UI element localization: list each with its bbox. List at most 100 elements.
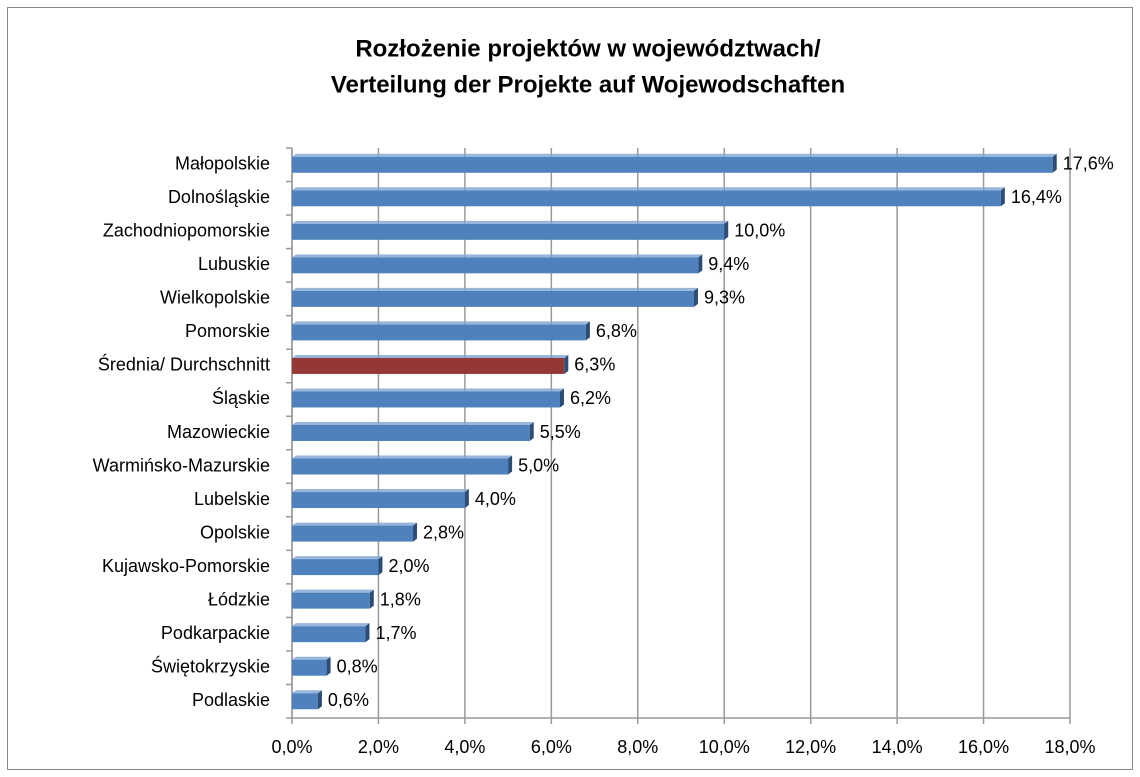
bar-top xyxy=(292,321,590,325)
value-label: 6,3% xyxy=(574,355,615,375)
bar-top xyxy=(292,220,729,224)
y-tick-label: Małopolskie xyxy=(175,154,270,174)
value-label: 9,4% xyxy=(708,254,749,274)
y-tick-label: Kujawsko-Pomorskie xyxy=(102,556,270,576)
bar-top xyxy=(292,489,469,493)
y-tick-label: Łódzkie xyxy=(208,589,270,609)
value-label: 10,0% xyxy=(734,221,785,241)
bar-top xyxy=(292,589,374,593)
bar-side xyxy=(378,556,383,576)
value-label: 4,0% xyxy=(475,489,516,509)
x-tick-label: 12,0% xyxy=(785,737,836,757)
y-tick-label: Świętokrzyskie xyxy=(151,655,270,676)
bar xyxy=(292,223,725,240)
chart-title: Rozłożenie projektów w województwach/ xyxy=(355,35,821,62)
bar-side xyxy=(585,321,590,341)
bar xyxy=(292,324,586,341)
bar xyxy=(292,156,1053,173)
bar-side xyxy=(1052,153,1057,173)
value-label: 5,5% xyxy=(540,422,581,442)
bar-side xyxy=(564,354,569,374)
value-label: 17,6% xyxy=(1063,154,1114,174)
bar-top xyxy=(292,623,370,627)
bar-side xyxy=(317,690,322,710)
bar xyxy=(292,425,530,441)
y-tick-label: Warmińsko-Mazurskie xyxy=(93,455,270,475)
bar xyxy=(292,391,560,408)
y-tick-label: Mazowieckie xyxy=(167,422,270,442)
bar xyxy=(292,659,327,676)
y-tick-label: Wielkopolskie xyxy=(160,288,270,308)
bar-side xyxy=(365,623,370,643)
y-tick-label: Śląskie xyxy=(212,387,270,408)
bar xyxy=(292,290,694,307)
y-tick-label: Opolskie xyxy=(200,522,270,542)
y-tick-label: Lubuskie xyxy=(198,254,270,274)
bar xyxy=(292,559,379,576)
bar-side xyxy=(508,455,513,475)
y-tick-label: Zachodniopomorskie xyxy=(103,221,270,241)
value-label: 9,3% xyxy=(704,288,745,308)
bar-side xyxy=(698,254,703,274)
value-label: 2,8% xyxy=(423,522,464,542)
chart-frame xyxy=(7,7,1133,770)
bar-side xyxy=(464,489,469,509)
bar-side xyxy=(724,220,729,240)
chart-title: Verteilung der Projekte auf Wojewodschaf… xyxy=(331,71,845,98)
value-label: 16,4% xyxy=(1011,187,1062,207)
bar xyxy=(292,592,370,609)
x-tick-label: 4,0% xyxy=(444,737,485,757)
x-tick-label: 8,0% xyxy=(617,737,658,757)
bar xyxy=(292,257,699,274)
bar-side xyxy=(1000,187,1005,207)
value-label: 0,8% xyxy=(337,656,378,676)
bar-top xyxy=(292,690,322,694)
bar-top xyxy=(292,455,513,459)
value-label: 1,7% xyxy=(375,623,416,643)
bar-top xyxy=(292,556,383,560)
bar-top xyxy=(292,153,1057,157)
x-tick-label: 2,0% xyxy=(358,737,399,757)
bar xyxy=(292,525,414,542)
x-tick-label: 0,0% xyxy=(271,737,312,757)
value-label: 5,0% xyxy=(518,455,559,475)
y-tick-label: Podlaskie xyxy=(192,690,270,710)
bar-side xyxy=(529,422,534,441)
y-tick-label: Podkarpackie xyxy=(161,623,270,643)
bar xyxy=(292,492,465,509)
bar xyxy=(292,357,565,374)
bar-top xyxy=(292,354,569,358)
bar-side xyxy=(369,589,374,609)
bar-side xyxy=(326,656,331,676)
bar xyxy=(292,458,509,475)
bar xyxy=(292,626,366,643)
x-tick-label: 18,0% xyxy=(1044,737,1095,757)
bar-top xyxy=(292,254,703,258)
bar-top xyxy=(292,187,1005,191)
bar-side xyxy=(413,522,418,542)
bar-top xyxy=(292,422,534,425)
value-label: 0,6% xyxy=(328,690,369,710)
x-tick-label: 16,0% xyxy=(958,737,1009,757)
y-tick-label: Pomorskie xyxy=(185,321,270,341)
bar xyxy=(292,693,318,710)
bar-top xyxy=(292,388,564,392)
y-tick-label: Lubelskie xyxy=(194,489,270,509)
bar-side xyxy=(693,287,698,307)
x-tick-label: 10,0% xyxy=(699,737,750,757)
value-label: 1,8% xyxy=(380,589,421,609)
bar-top xyxy=(292,287,698,291)
value-label: 6,2% xyxy=(570,388,611,408)
x-tick-label: 14,0% xyxy=(872,737,923,757)
x-tick-label: 6,0% xyxy=(531,737,572,757)
value-label: 6,8% xyxy=(596,321,637,341)
bar-side xyxy=(559,388,564,408)
bar-top xyxy=(292,656,331,660)
y-tick-label: Średnia/ Durchschnitt xyxy=(98,354,270,375)
bar-top xyxy=(292,522,418,526)
bar xyxy=(292,190,1001,207)
y-tick-label: Dolnośląskie xyxy=(168,187,270,207)
value-label: 2,0% xyxy=(388,556,429,576)
